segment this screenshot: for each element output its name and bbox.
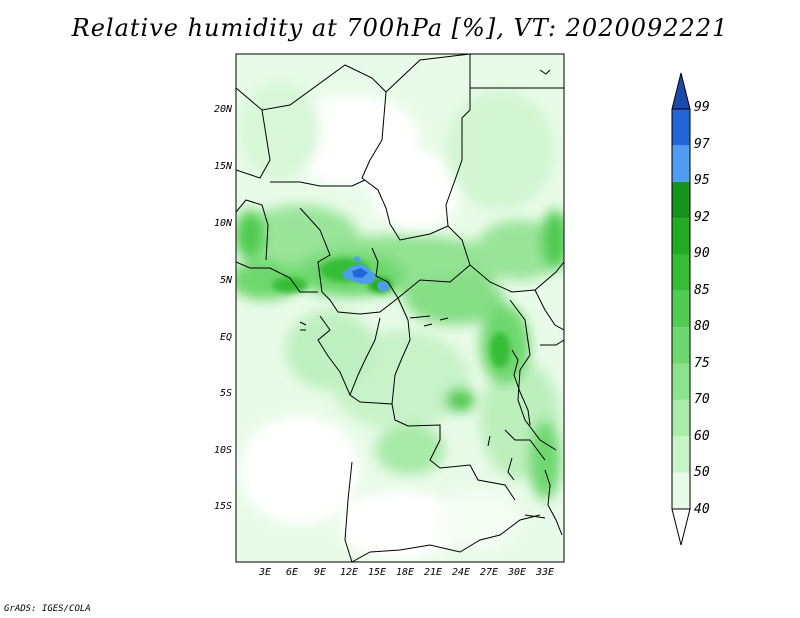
credit-text: GrADS: IGES/COLA [4, 604, 91, 614]
lat-label: 10S [202, 445, 232, 456]
lon-label: 27E [477, 567, 501, 578]
colorbar-label: 92 [694, 210, 710, 225]
colorbar-swatch [672, 254, 690, 290]
lon-label: 30E [505, 567, 529, 578]
lat-label: 5N [202, 275, 232, 286]
lon-label: 21E [421, 567, 445, 578]
colorbar-label: 70 [694, 392, 710, 407]
lat-label: 20N [202, 104, 232, 115]
colorbar-swatch [672, 473, 690, 509]
lon-label: 6E [280, 567, 304, 578]
colorbar-swatch [672, 327, 690, 363]
colorbar-swatch [672, 400, 690, 436]
lon-label: 12E [337, 567, 361, 578]
colorbar-label: 50 [694, 465, 710, 480]
lat-label: 15S [202, 501, 232, 512]
colorbar-swatch [672, 182, 690, 218]
colorbar-label: 80 [694, 319, 710, 334]
colorbar-label: 85 [694, 283, 710, 298]
colorbar-swatch [672, 145, 690, 181]
colorbar-label: 40 [694, 502, 710, 517]
lat-label: 10N [202, 218, 232, 229]
colorbar-label: 97 [694, 137, 710, 152]
colorbar-swatch [672, 436, 690, 472]
lon-label: 24E [449, 567, 473, 578]
lon-label: 33E [533, 567, 557, 578]
colorbar-upper-arrow [672, 73, 690, 109]
lat-label: 15N [202, 161, 232, 172]
lon-label: 9E [308, 567, 332, 578]
lon-label: 18E [393, 567, 417, 578]
colorbar-swatch [672, 109, 690, 145]
colorbar-swatch [672, 364, 690, 400]
colorbar-label: 75 [694, 356, 710, 371]
lat-label: EQ [202, 332, 232, 343]
lon-label: 15E [365, 567, 389, 578]
colorbar-label: 95 [694, 173, 710, 188]
colorbar-swatch [672, 291, 690, 327]
lon-label: 3E [253, 567, 277, 578]
colorbar-label: 60 [694, 429, 710, 444]
colorbar-lower-arrow [672, 509, 690, 545]
lat-label: 5S [202, 388, 232, 399]
colorbar-swatch [672, 218, 690, 254]
colorbar [672, 73, 690, 545]
colorbar-label: 99 [694, 100, 710, 115]
colorbar-label: 90 [694, 246, 710, 261]
humidity-field [230, 54, 569, 562]
